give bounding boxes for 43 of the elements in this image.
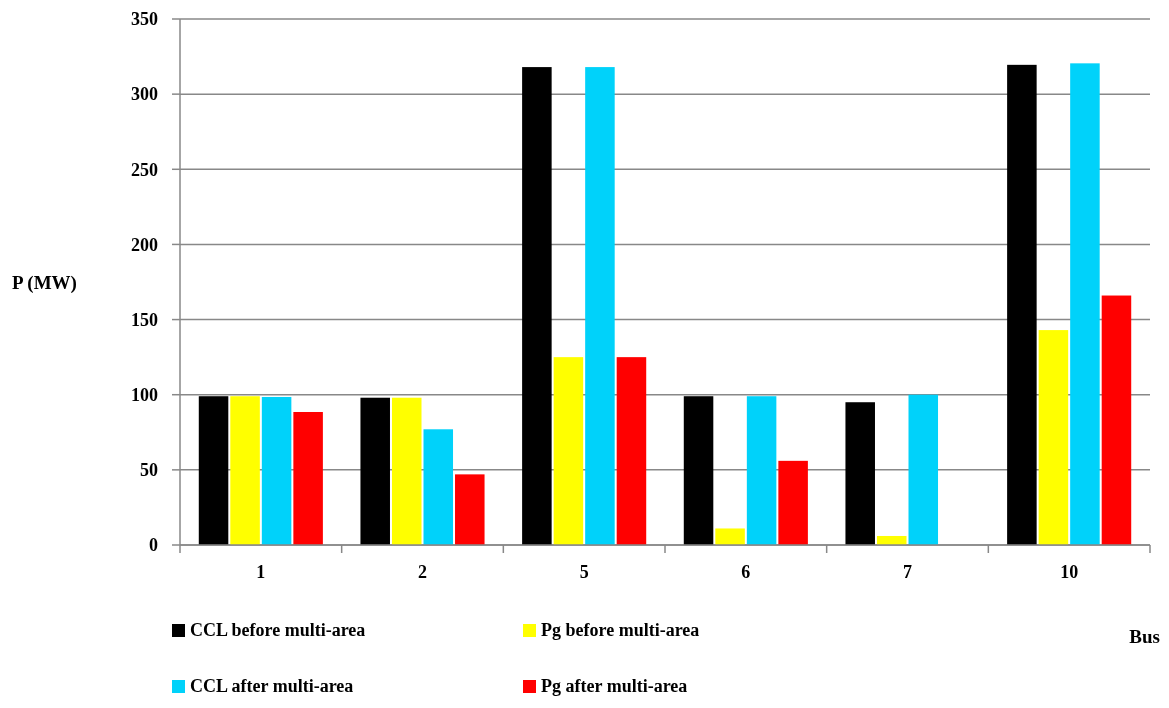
legend-label: CCL before multi-area: [190, 620, 366, 640]
bar: [1070, 63, 1100, 545]
bar: [522, 67, 552, 545]
bar: [360, 397, 390, 545]
x-tick-label: 5: [579, 562, 589, 582]
y-tick-label: 300: [131, 84, 158, 105]
bar: [876, 535, 907, 545]
bar: [1007, 64, 1037, 545]
bar: [198, 396, 229, 545]
bar: [616, 357, 647, 545]
bar: [455, 474, 485, 545]
y-axis-title: P (MW): [12, 271, 77, 294]
legend-label: CCL after multi-area: [190, 676, 354, 696]
bar: [746, 396, 777, 545]
bar: [683, 396, 714, 545]
bar: [585, 67, 615, 545]
x-tick-label: 2: [418, 562, 427, 582]
x-tick-label: 7: [903, 562, 912, 582]
x-axis-title: Bus: [1129, 626, 1160, 647]
y-tick-label: 250: [131, 159, 158, 180]
y-tick-label: 150: [131, 309, 158, 330]
bar: [261, 396, 292, 545]
bar: [908, 394, 939, 545]
bar: [715, 528, 745, 545]
legend-label: Pg after multi-area: [541, 676, 688, 696]
y-tick-label: 50: [140, 460, 158, 481]
y-tick-label: 0: [149, 535, 158, 556]
x-tick-label: 1: [256, 562, 266, 582]
x-tick-label: 6: [741, 562, 751, 582]
y-tick-label: 100: [131, 385, 158, 406]
bar: [553, 357, 584, 545]
bar: [391, 397, 422, 545]
y-tick-label: 350: [131, 9, 158, 30]
bar: [423, 429, 454, 545]
y-tick-label: 200: [131, 234, 158, 255]
bar: [230, 396, 260, 545]
bar: [1038, 330, 1069, 545]
bar: [845, 402, 875, 545]
bar: [293, 412, 323, 545]
bar: [1101, 295, 1132, 545]
x-tick-label: 10: [1060, 562, 1079, 582]
bar: [778, 460, 808, 545]
legend-label: Pg before multi-area: [541, 620, 700, 640]
